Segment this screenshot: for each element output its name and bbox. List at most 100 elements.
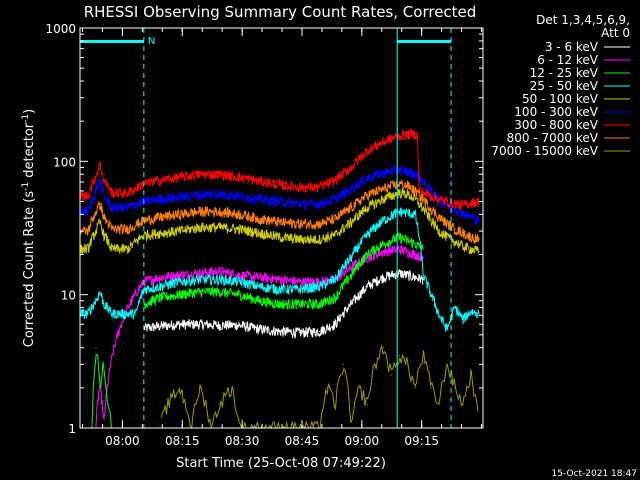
data-point [258, 218, 261, 220]
data-point [366, 177, 368, 179]
data-point [298, 186, 301, 188]
data-point [382, 251, 384, 253]
data-point [179, 323, 181, 325]
data-point [99, 291, 101, 293]
data-point [199, 173, 201, 175]
data-point [414, 276, 416, 278]
data-point [350, 266, 352, 269]
data-point [350, 274, 352, 276]
data-point [318, 330, 321, 333]
data-point [219, 193, 221, 195]
data-point [159, 232, 161, 234]
y-tick-label: 100 [53, 155, 76, 169]
night-bar [80, 40, 144, 43]
data-point [107, 403, 109, 406]
data-point [278, 183, 281, 186]
series-line [143, 231, 424, 310]
data-point [438, 230, 440, 232]
data-point [390, 374, 392, 376]
y-tick-label: 10 [61, 289, 76, 303]
data-point [239, 213, 241, 215]
data-point [422, 248, 424, 250]
data-point [366, 194, 368, 196]
data-point [99, 221, 101, 223]
data-point [258, 328, 261, 330]
data-point [414, 387, 416, 389]
data-point [430, 208, 432, 210]
data-point [382, 243, 384, 245]
series-line [79, 187, 480, 255]
data-point [382, 188, 384, 190]
data-point [478, 313, 480, 315]
data-point [159, 276, 161, 278]
data-point [478, 219, 480, 222]
data-point [470, 216, 472, 218]
x-tick-label: 08:30 [225, 434, 260, 448]
data-point [95, 190, 97, 192]
data-point [103, 216, 105, 218]
data-point [422, 354, 424, 357]
data-point [454, 306, 456, 309]
data-point [350, 166, 352, 169]
data-point [278, 303, 281, 305]
data-point [358, 387, 360, 389]
y-label-sup-2: -1 [21, 114, 31, 123]
data-point [298, 331, 301, 334]
data-point [239, 294, 241, 296]
data-point [462, 204, 464, 206]
data-point [438, 198, 440, 200]
data-point [298, 281, 301, 283]
data-point [398, 192, 400, 194]
data-point [382, 198, 384, 200]
data-point [199, 323, 201, 325]
night-marker-label: N [148, 36, 155, 47]
data-point [99, 179, 101, 181]
data-point [430, 294, 432, 296]
data-point [350, 221, 352, 223]
data-point [350, 206, 352, 209]
data-point [219, 291, 221, 293]
legend-label: 50 - 100 keV [522, 92, 599, 106]
data-point [95, 424, 97, 426]
data-point [258, 276, 261, 278]
data-point [87, 248, 89, 250]
data-point [219, 173, 221, 175]
data-point [374, 363, 376, 365]
data-point [298, 223, 301, 225]
data-point [103, 234, 105, 236]
data-point [111, 192, 113, 194]
data-point [446, 200, 448, 203]
data-point [430, 387, 432, 389]
data-point [446, 328, 448, 330]
data-point [298, 303, 301, 305]
legend-title-2: Att 0 [601, 26, 630, 40]
data-point [406, 184, 408, 186]
data-point [430, 195, 432, 197]
data-point [111, 313, 113, 315]
data-point [219, 226, 221, 228]
data-point [179, 294, 181, 296]
data-point [398, 272, 400, 274]
data-point [462, 245, 464, 248]
y-label-end: ) [22, 109, 37, 114]
data-point [438, 314, 440, 316]
data-point [430, 190, 432, 192]
y-axis-ticks: 1 10 100 1000 [45, 22, 483, 436]
data-point [366, 253, 368, 256]
data-point [406, 170, 408, 173]
data-point [103, 363, 105, 365]
data-point [258, 300, 261, 302]
data-point [298, 238, 301, 240]
data-point [219, 403, 221, 406]
data-point [179, 176, 181, 178]
data-point [199, 194, 201, 196]
data-point [103, 179, 105, 181]
data-point [446, 363, 448, 365]
data-point [318, 285, 321, 288]
data-point [470, 374, 472, 376]
data-point [366, 234, 368, 236]
data-point [334, 198, 336, 200]
data-point [334, 403, 336, 406]
